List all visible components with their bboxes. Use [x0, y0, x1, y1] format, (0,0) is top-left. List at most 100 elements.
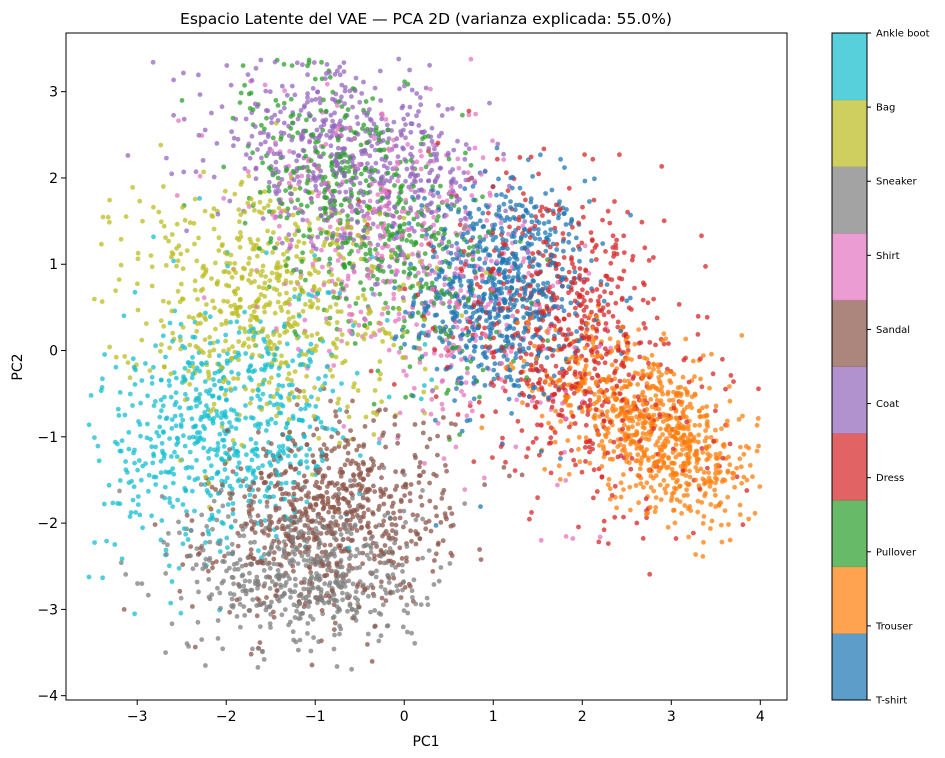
point-t-shirt: [462, 304, 468, 309]
point-dress: [540, 253, 546, 258]
point-coat: [466, 146, 472, 152]
point-coat: [346, 136, 351, 142]
point-dress: [621, 233, 627, 239]
point-pullover: [237, 100, 243, 105]
point-ankle-boot: [225, 351, 230, 356]
point-sneaker: [288, 595, 293, 600]
point-bag: [344, 341, 350, 346]
point-pullover: [345, 213, 350, 219]
point-trouser: [720, 442, 726, 448]
point-shirt: [395, 178, 401, 184]
point-sandal: [322, 542, 328, 548]
point-t-shirt: [478, 504, 483, 509]
point-trouser: [661, 478, 667, 483]
point-dress: [551, 211, 556, 217]
point-bag: [116, 277, 122, 282]
point-sneaker: [254, 574, 260, 580]
point-bag: [147, 368, 153, 373]
point-bag: [219, 322, 225, 327]
point-bag: [122, 354, 128, 359]
point-sandal: [190, 604, 195, 609]
point-trouser: [546, 420, 551, 426]
point-coat: [338, 182, 344, 187]
point-ankle-boot: [158, 397, 164, 403]
point-trouser: [731, 471, 737, 476]
point-sneaker: [364, 552, 370, 558]
point-trouser: [630, 432, 636, 438]
point-ankle-boot: [214, 413, 220, 418]
point-pullover: [415, 222, 421, 227]
point-ankle-boot: [135, 502, 141, 507]
point-coat: [266, 179, 272, 185]
point-dress: [640, 297, 646, 303]
point-bag: [294, 279, 300, 285]
point-trouser: [591, 401, 597, 407]
point-pullover: [411, 216, 417, 222]
point-ankle-boot: [130, 497, 136, 503]
point-ankle-boot: [153, 399, 158, 404]
point-bag: [255, 253, 260, 259]
point-pullover: [398, 197, 404, 203]
point-sneaker: [338, 532, 344, 537]
point-ankle-boot: [112, 542, 118, 547]
point-coat: [407, 104, 413, 110]
point-sandal: [273, 593, 278, 599]
point-trouser: [727, 398, 733, 404]
point-dress: [583, 358, 589, 363]
point-sneaker: [316, 577, 322, 583]
point-dress: [455, 412, 461, 417]
point-pullover: [383, 300, 388, 306]
point-pullover: [348, 190, 354, 196]
point-dress: [578, 404, 583, 410]
point-ankle-boot: [212, 447, 218, 453]
point-sandal: [356, 466, 362, 471]
point-ankle-boot: [130, 403, 135, 408]
point-bag: [175, 288, 181, 294]
point-dress: [530, 251, 536, 256]
point-t-shirt: [494, 192, 499, 198]
point-dress: [593, 407, 599, 412]
point-t-shirt: [451, 324, 456, 330]
point-t-shirt: [521, 364, 526, 369]
point-coat: [341, 69, 347, 74]
point-trouser: [693, 477, 699, 483]
point-bag: [334, 241, 340, 247]
point-trouser: [553, 408, 558, 414]
point-sneaker: [380, 602, 386, 608]
point-t-shirt: [520, 297, 526, 302]
point-t-shirt: [476, 363, 481, 369]
point-sneaker: [279, 612, 285, 618]
point-sandal: [402, 493, 407, 498]
point-trouser: [591, 414, 597, 420]
point-t-shirt: [403, 309, 408, 315]
point-shirt: [324, 316, 329, 321]
point-coat: [255, 147, 260, 152]
point-sneaker: [381, 465, 387, 471]
point-trouser: [573, 357, 579, 363]
point-pullover: [298, 202, 304, 208]
point-sneaker: [269, 544, 274, 550]
point-t-shirt: [562, 211, 567, 217]
point-coat: [361, 79, 366, 85]
point-pullover: [343, 113, 349, 118]
point-t-shirt: [482, 169, 488, 175]
point-dress: [734, 474, 740, 480]
point-shirt: [421, 269, 427, 274]
point-bag: [232, 261, 238, 266]
point-sneaker: [332, 553, 337, 559]
point-coat: [437, 165, 443, 171]
point-t-shirt: [568, 300, 574, 306]
point-t-shirt: [437, 335, 442, 341]
point-sandal: [224, 428, 230, 433]
point-sneaker: [315, 514, 321, 520]
point-sandal: [407, 583, 413, 589]
point-ankle-boot: [221, 521, 226, 526]
point-sandal: [311, 537, 317, 543]
point-bag: [329, 272, 335, 278]
point-t-shirt: [513, 202, 519, 208]
point-pullover: [270, 135, 276, 141]
point-dress: [571, 457, 577, 463]
point-bag: [230, 344, 235, 350]
point-shirt: [439, 401, 445, 407]
point-bag: [298, 275, 304, 280]
